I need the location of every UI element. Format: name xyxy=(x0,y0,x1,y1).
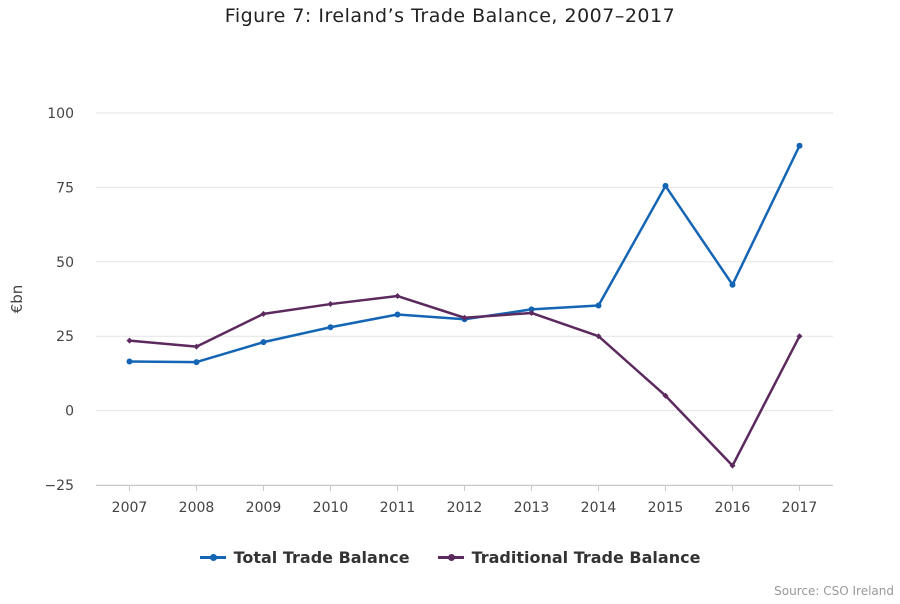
data-point-total-trade-balance xyxy=(193,359,200,366)
data-point-total-trade-balance xyxy=(126,358,133,365)
data-point-traditional-trade-balance xyxy=(595,333,602,340)
data-point-total-trade-balance xyxy=(662,182,669,189)
y-tick-label: 50 xyxy=(56,255,74,271)
legend-item-total-trade-balance[interactable]: Total Trade Balance xyxy=(199,548,410,567)
x-tick-label: 2008 xyxy=(179,500,215,516)
data-point-traditional-trade-balance xyxy=(796,333,803,340)
data-point-traditional-trade-balance xyxy=(327,301,334,308)
y-tick-label: −25 xyxy=(44,478,74,494)
data-point-total-trade-balance xyxy=(394,311,401,318)
data-point-total-trade-balance xyxy=(260,339,267,346)
data-point-traditional-trade-balance xyxy=(394,293,401,300)
x-tick-label: 2012 xyxy=(447,500,483,516)
legend-label-traditional-trade-balance: Traditional Trade Balance xyxy=(471,548,701,567)
data-point-traditional-trade-balance xyxy=(528,309,535,316)
x-tick-label: 2017 xyxy=(782,500,818,516)
y-axis-title: €bn xyxy=(8,285,26,314)
data-point-total-trade-balance xyxy=(796,142,803,149)
data-point-traditional-trade-balance xyxy=(193,343,200,350)
chart-title: Figure 7: Ireland’s Trade Balance, 2007–… xyxy=(224,5,676,27)
chart-legend: Total Trade Balance Traditional Trade Ba… xyxy=(0,548,900,567)
y-tick-label: 0 xyxy=(65,404,74,420)
x-tick-label: 2011 xyxy=(380,500,416,516)
x-tick-label: 2014 xyxy=(581,500,617,516)
legend-item-traditional-trade-balance[interactable]: Traditional Trade Balance xyxy=(437,548,701,567)
data-point-traditional-trade-balance xyxy=(461,314,468,321)
data-point-total-trade-balance xyxy=(327,324,334,331)
source-note: Source: CSO Ireland xyxy=(774,584,894,598)
data-point-traditional-trade-balance xyxy=(260,310,267,317)
x-tick-label: 2010 xyxy=(313,500,349,516)
y-tick-label: 100 xyxy=(47,106,74,122)
x-tick-label: 2007 xyxy=(112,500,148,516)
data-point-traditional-trade-balance xyxy=(662,392,669,399)
legend-swatch-total-trade-balance xyxy=(199,554,226,561)
data-point-traditional-trade-balance xyxy=(729,462,736,469)
x-tick-label: 2009 xyxy=(246,500,282,516)
data-point-traditional-trade-balance xyxy=(126,337,133,344)
data-point-total-trade-balance xyxy=(528,306,535,313)
x-tick-label: 2015 xyxy=(648,500,684,516)
data-point-total-trade-balance xyxy=(595,302,602,309)
data-point-total-trade-balance xyxy=(729,281,736,288)
y-tick-label: 25 xyxy=(56,329,74,345)
x-tick-label: 2013 xyxy=(514,500,550,516)
x-tick-label: 2016 xyxy=(715,500,751,516)
legend-label-total-trade-balance: Total Trade Balance xyxy=(233,548,410,567)
y-tick-label: 75 xyxy=(56,180,74,196)
legend-swatch-traditional-trade-balance xyxy=(437,554,464,561)
